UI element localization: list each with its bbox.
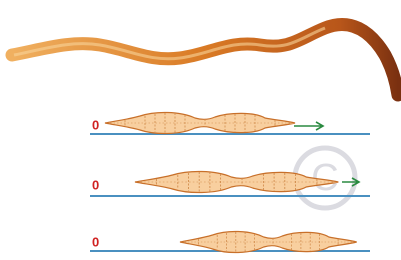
segmented-worm xyxy=(135,171,338,192)
diagram: C 0 0 0 xyxy=(0,0,401,260)
segmented-worm xyxy=(180,231,357,252)
row-label: 0 xyxy=(92,177,99,192)
row-label: 0 xyxy=(92,117,99,132)
arrow xyxy=(294,122,323,130)
segmented-worm xyxy=(105,112,295,133)
earthworm xyxy=(12,24,398,95)
row-label: 0 xyxy=(92,234,99,249)
